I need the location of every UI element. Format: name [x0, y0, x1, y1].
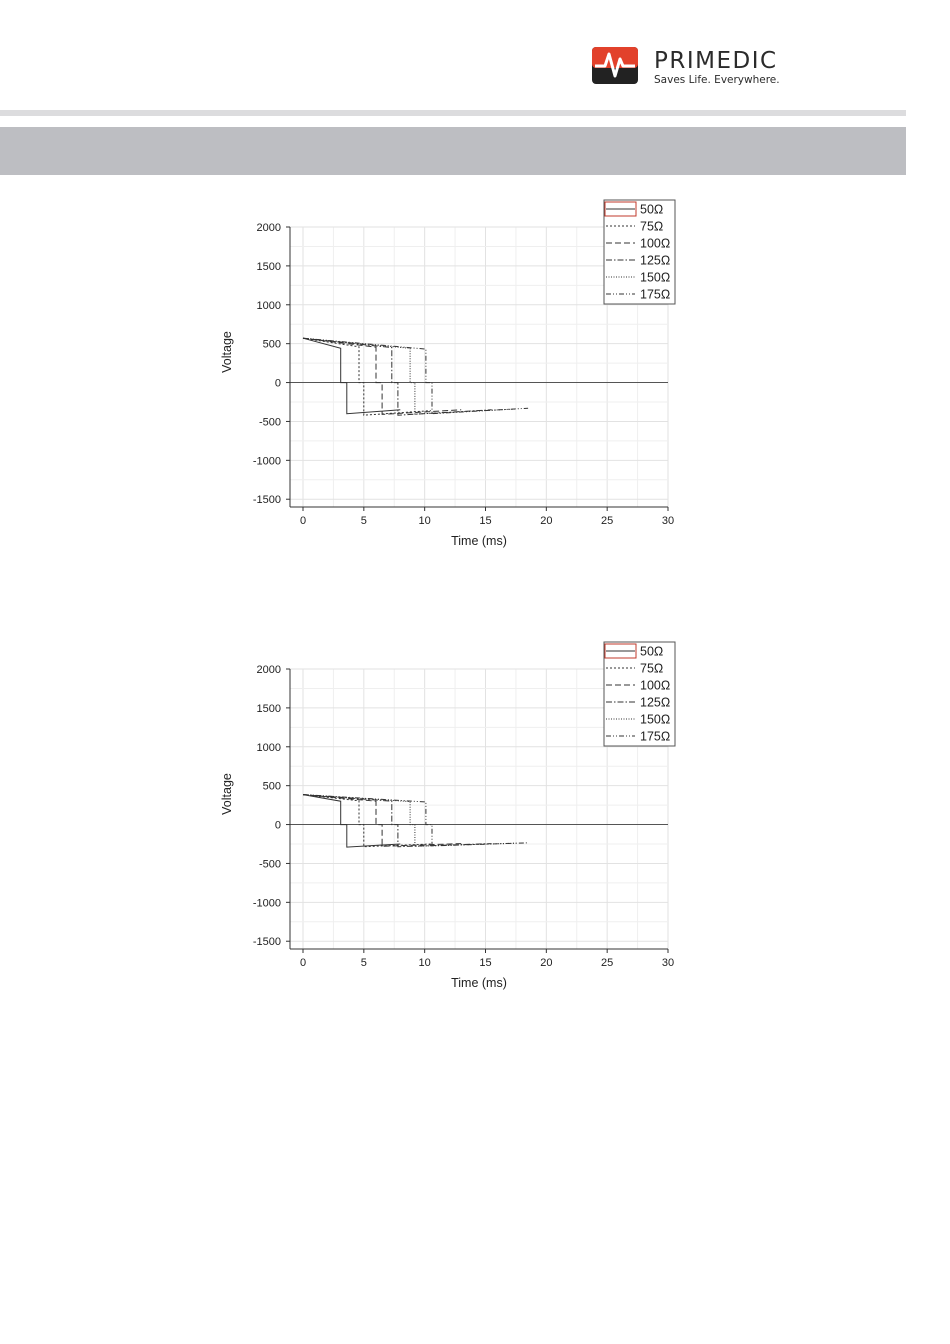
series-line — [302, 794, 516, 847]
legend-label: 125Ω — [640, 696, 670, 710]
series-line — [302, 794, 529, 847]
series-line — [302, 794, 492, 848]
series-line — [302, 337, 401, 415]
x-tick-label: 10 — [419, 957, 431, 969]
y-tick-label: 500 — [263, 781, 281, 793]
y-tick-label: 1000 — [257, 742, 281, 754]
series-line — [302, 337, 492, 416]
y-tick-label: 2000 — [257, 222, 281, 234]
legend-label: 150Ω — [640, 271, 670, 285]
y-tick-label: 1000 — [257, 300, 281, 312]
y-tick-label: -1500 — [253, 936, 281, 948]
x-tick-label: 20 — [540, 957, 552, 969]
y-tick-label: -1000 — [253, 455, 281, 467]
voltage-chart-1: 2000 1500 1000 500 0 -500 -1000 -1500 0 5 10 15 20 25… — [200, 190, 700, 560]
x-tick-label: 5 — [361, 957, 367, 969]
series-line — [302, 337, 516, 415]
x-tick-label: 0 — [300, 515, 306, 527]
chart-svg: 2000 1500 1000 500 0 -500 -1000 -1500 0 5 10 15 20 25… — [220, 641, 676, 990]
y-axis-title: Voltage — [220, 331, 234, 373]
legend-label: 150Ω — [640, 713, 670, 727]
y-tick-label: -500 — [259, 858, 281, 870]
legend-highlight — [604, 201, 637, 217]
y-tick-label: -1000 — [253, 897, 281, 909]
legend: 50Ω 75Ω 100Ω 125Ω 150Ω 175Ω — [603, 199, 676, 305]
x-tick-label: 20 — [540, 515, 552, 527]
legend-label: 100Ω — [640, 679, 670, 693]
legend-box — [603, 641, 676, 747]
y-tick-label: 0 — [275, 378, 281, 390]
y-tick-label: 500 — [263, 339, 281, 351]
legend-label: 75Ω — [640, 220, 663, 234]
series-line — [302, 337, 431, 416]
x-tick-label: 30 — [662, 515, 674, 527]
x-tick-label: 25 — [601, 957, 613, 969]
y-axis-title: Voltage — [220, 773, 234, 815]
x-tick-label: 5 — [361, 515, 367, 527]
y-tick-label: -500 — [259, 416, 281, 428]
legend-label: 75Ω — [640, 662, 663, 676]
y-tick-label: 1500 — [257, 261, 281, 273]
series-line — [302, 794, 462, 847]
legend-highlight — [604, 643, 637, 659]
series-line — [302, 794, 431, 848]
x-tick-label: 10 — [419, 515, 431, 527]
legend-label: 125Ω — [640, 254, 670, 268]
section-band — [0, 127, 906, 175]
x-tick-label: 15 — [479, 957, 491, 969]
voltage-chart-2: 2000 1500 1000 500 0 -500 -1000 -1500 0 5 10 15 20 25… — [200, 632, 700, 1002]
header-divider — [0, 110, 906, 116]
page-header: PRIMEDIC Saves Life. Everywhere. — [0, 0, 950, 110]
brand-name: PRIMEDIC — [654, 48, 778, 74]
series-line — [302, 337, 529, 415]
y-tick-label: 2000 — [257, 664, 281, 676]
y-tick-label: 1500 — [257, 703, 281, 715]
y-tick-label: 0 — [275, 820, 281, 832]
legend-box — [603, 199, 676, 305]
chart-svg: 2000 1500 1000 500 0 -500 -1000 -1500 0 5 10 15 20 25… — [220, 199, 676, 548]
x-axis-title: Time (ms) — [451, 534, 507, 548]
legend-label: 175Ω — [640, 288, 670, 302]
legend-label: 50Ω — [640, 645, 663, 659]
x-tick-label: 0 — [300, 957, 306, 969]
legend: 50Ω 75Ω 100Ω 125Ω 150Ω 175Ω — [603, 641, 676, 747]
legend-label: 100Ω — [640, 237, 670, 251]
x-tick-label: 30 — [662, 957, 674, 969]
legend-label: 175Ω — [640, 730, 670, 744]
x-tick-label: 25 — [601, 515, 613, 527]
heartbeat-logo-icon — [592, 47, 638, 84]
y-tick-label: -1500 — [253, 494, 281, 506]
brand-tagline: Saves Life. Everywhere. — [654, 74, 780, 86]
series-line — [302, 794, 401, 848]
legend-label: 50Ω — [640, 203, 663, 217]
x-tick-label: 15 — [479, 515, 491, 527]
primedic-logo: PRIMEDIC Saves Life. Everywhere. — [592, 47, 792, 87]
series-line — [302, 337, 462, 415]
x-axis-title: Time (ms) — [451, 976, 507, 990]
